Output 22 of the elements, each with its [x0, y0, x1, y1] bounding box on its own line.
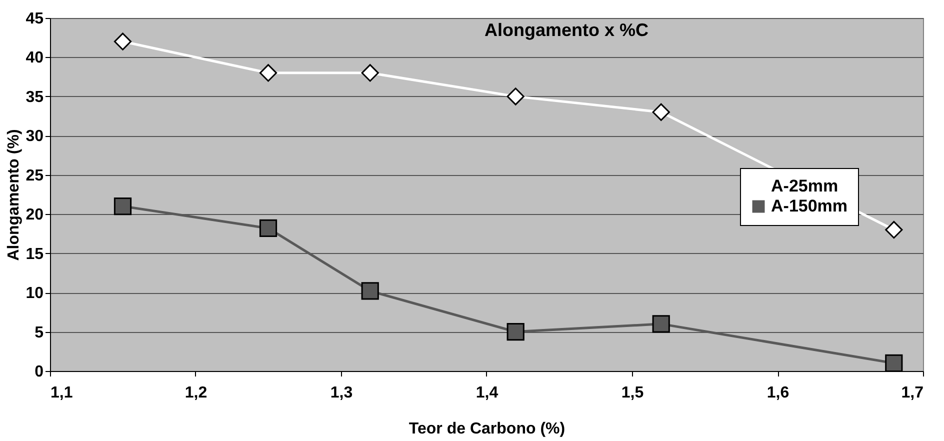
y-tick-label: 45 — [26, 10, 44, 28]
series-label: A-25mm — [771, 176, 838, 196]
y-tick-label: 10 — [26, 285, 44, 302]
y-tick-label: 5 — [34, 324, 44, 342]
x-tick-label: 1,7 — [901, 384, 924, 402]
x-tick-label: 1,4 — [476, 384, 498, 402]
x-tick-label: 1,6 — [766, 384, 790, 402]
y-tick-label: 30 — [26, 128, 44, 146]
x-axis-title: Teor de Carbono (%) — [408, 420, 566, 438]
x-tick-label: 1,1 — [50, 384, 73, 402]
y-axis-title: Alongamento (%) — [6, 129, 23, 261]
x-tick-label: 1,2 — [184, 384, 208, 402]
y-tick-label: 25 — [26, 167, 44, 184]
y-tick-label: 35 — [26, 88, 44, 106]
y-tick-label: 15 — [26, 246, 44, 263]
legend-label: A-150mm — [771, 196, 848, 216]
x-tick-label: 1,3 — [330, 384, 353, 402]
x-tick-label: 1,5 — [621, 384, 644, 402]
y-tick-label: 0 — [34, 364, 44, 380]
y-tick-label: 20 — [26, 206, 44, 224]
y-tick-label: 40 — [26, 50, 44, 67]
chart-title: Alongamento x %C — [484, 20, 649, 40]
